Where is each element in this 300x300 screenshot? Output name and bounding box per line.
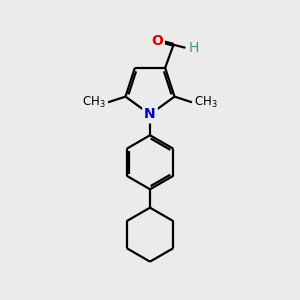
- Text: CH$_3$: CH$_3$: [82, 95, 106, 110]
- Text: N: N: [144, 107, 156, 122]
- Text: H: H: [188, 41, 199, 55]
- Text: O: O: [151, 34, 163, 47]
- Text: CH$_3$: CH$_3$: [194, 95, 218, 110]
